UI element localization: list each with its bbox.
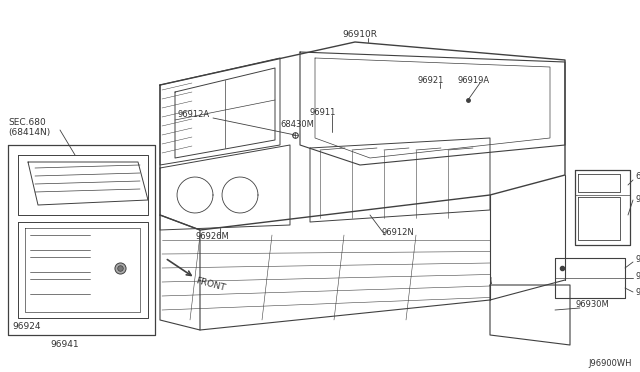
Text: 96941: 96941 <box>50 340 79 349</box>
Text: J96900WH: J96900WH <box>589 359 632 368</box>
Text: 68430M: 68430M <box>280 120 314 129</box>
Text: 96912AA: 96912AA <box>635 288 640 297</box>
Text: FRONT: FRONT <box>195 276 227 293</box>
Text: 96912AA: 96912AA <box>635 255 640 264</box>
Text: 96911: 96911 <box>310 108 337 117</box>
Text: 96930M: 96930M <box>575 300 609 309</box>
Text: 96919A: 96919A <box>458 76 490 85</box>
Text: 96991: 96991 <box>635 272 640 281</box>
Text: 96912N: 96912N <box>382 228 415 237</box>
Text: 96910R: 96910R <box>342 30 377 39</box>
Text: 68474X: 68474X <box>635 172 640 181</box>
Text: SEC.680: SEC.680 <box>8 118 45 127</box>
Text: 96926M: 96926M <box>195 232 228 241</box>
Text: 96921: 96921 <box>418 76 444 85</box>
Text: 96912A: 96912A <box>178 110 210 119</box>
Text: 96924: 96924 <box>12 322 40 331</box>
Text: (68414N): (68414N) <box>8 128 51 137</box>
Text: 96917R: 96917R <box>635 195 640 204</box>
